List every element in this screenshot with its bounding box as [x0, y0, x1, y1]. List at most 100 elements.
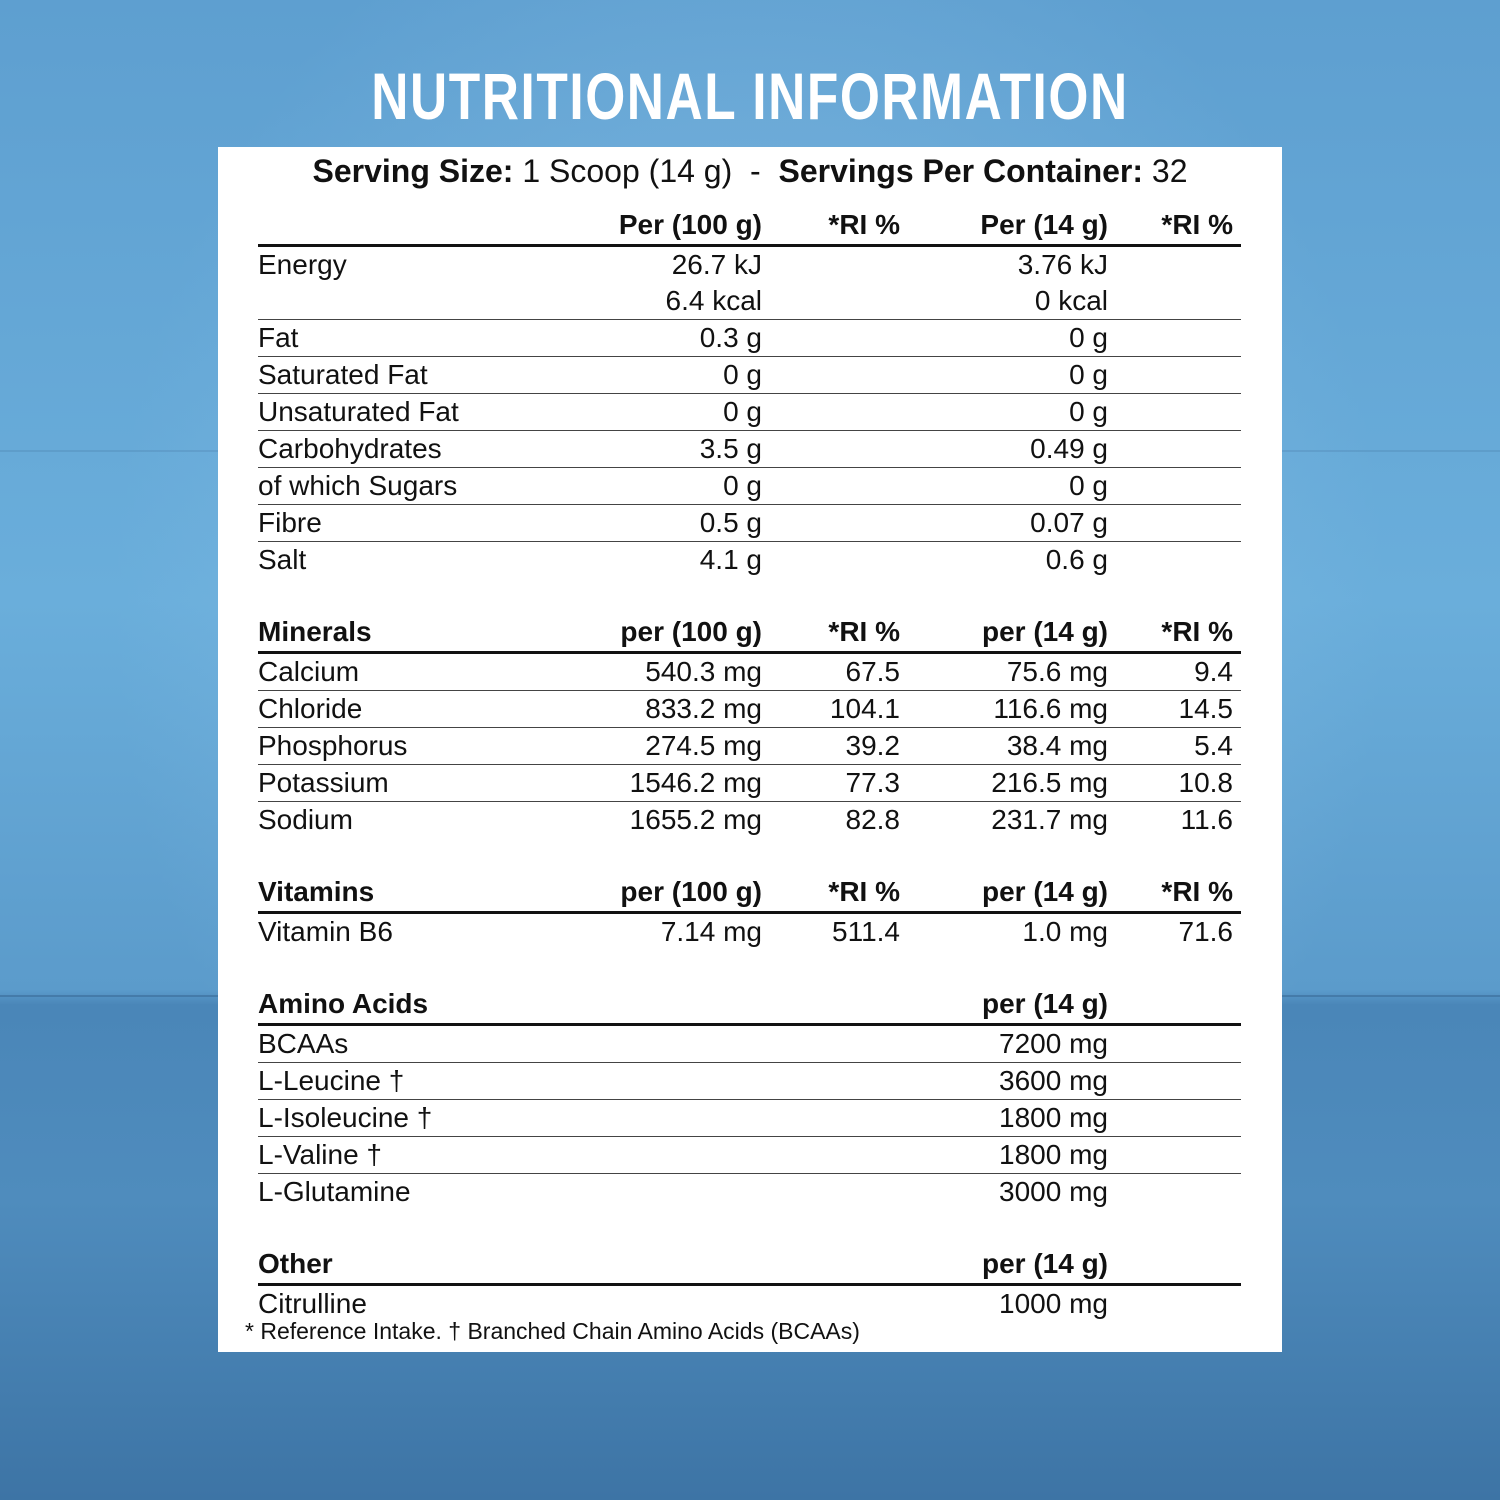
table-row: Chloride 833.2 mg 104.1 116.6 mg 14.5 [258, 691, 1241, 728]
cell-per-14g: 1800 mg [999, 1139, 1108, 1170]
header-per-100g: Per (100 g) [618, 209, 762, 240]
table-row: Calcium 540.3 mg 67.5 75.6 mg 9.4 [258, 654, 1241, 691]
cell-label: L-Leucine † [258, 1065, 405, 1096]
nutrition-panel [218, 147, 1282, 1352]
cell-per-100g: 0.5 g [699, 507, 762, 538]
table-row: Vitamin B6 7.14 mg 511.4 1.0 mg 71.6 [258, 914, 1241, 950]
header-label: Minerals [258, 616, 372, 647]
cell-label: L-Isoleucine † [258, 1102, 433, 1133]
cell-per-100g: 0.3 g [699, 322, 762, 353]
cell-per-100g-kcal: 6.4 kcal [665, 285, 763, 316]
cell-label: Energy [258, 249, 347, 280]
cell-ri-100g: 77.3 [845, 767, 901, 798]
cell-per-14g: 0 g [1069, 359, 1108, 390]
cell-ri-100g: 82.8 [845, 804, 901, 835]
header-ri-14g: *RI % [1161, 616, 1233, 647]
cell-per-14g: 231.7 mg [991, 804, 1108, 835]
cell-label: Fibre [258, 507, 322, 538]
header-per-14g: per (14 g) [981, 1248, 1108, 1279]
nutrition-table: Per (100 g) *RI % Per (14 g) *RI % Energy 26.… [258, 206, 1241, 1322]
cell-per-14g: 0.49 g [1030, 433, 1108, 464]
serving-separator: - [750, 153, 761, 189]
cell-per-100g: 3.5 g [699, 433, 762, 464]
table-row: L-Leucine † 3600 mg [258, 1063, 1241, 1100]
table-row: L-Valine † 1800 mg [258, 1137, 1241, 1174]
cell-ri-100g: 67.5 [845, 656, 901, 687]
table-row: Sodium 1655.2 mg 82.8 231.7 mg 11.6 [258, 802, 1241, 838]
cell-per-100g: 274.5 mg [645, 730, 762, 761]
header-ri-14g: *RI % [1161, 876, 1233, 907]
cell-label: Saturated Fat [258, 359, 428, 390]
header-per-100g: per (100 g) [620, 616, 762, 647]
table-row: Unsaturated Fat 0 g 0 g [258, 394, 1241, 431]
cell-ri-100g: 511.4 [832, 916, 900, 947]
cell-per-100g: 0 g [723, 396, 762, 427]
cell-label: Calcium [258, 656, 360, 687]
cell-per-100g: 7.14 mg [660, 916, 762, 947]
cell-per-14g: 75.6 mg [1006, 656, 1108, 687]
header-label: Vitamins [258, 876, 375, 907]
cell-label: of which Sugars [258, 470, 458, 501]
cell-label: Phosphorus [258, 730, 408, 761]
section-header-row: Other per (14 g) [258, 1245, 1241, 1286]
table-row: Potassium 1546.2 mg 77.3 216.5 mg 10.8 [258, 765, 1241, 802]
cell-label: Carbohydrates [258, 433, 442, 464]
cell-label: Potassium [258, 767, 389, 798]
cell-ri-14g: 5.4 [1194, 730, 1233, 761]
cell-per-14g: 1.0 mg [1022, 916, 1108, 947]
cell-per-100g: 1546.2 mg [629, 767, 762, 798]
cell-label: Fat [258, 322, 299, 353]
header-ri-100g: *RI % [828, 616, 900, 647]
cell-label: Chloride [258, 693, 363, 724]
table-row: Fat 0.3 g 0 g [258, 320, 1241, 357]
header-per-14g: per (14 g) [981, 616, 1108, 647]
table-row: Phosphorus 274.5 mg 39.2 38.4 mg 5.4 [258, 728, 1241, 765]
table-row: of which Sugars 0 g 0 g [258, 468, 1241, 505]
header-per-100g: per (100 g) [620, 876, 762, 907]
header-per-14g: Per (14 g) [980, 209, 1108, 240]
cell-per-14g-kcal: 0 kcal [1034, 285, 1108, 316]
cell-ri-14g: 11.6 [1180, 804, 1233, 835]
cell-ri-100g: 104.1 [829, 693, 900, 724]
cell-per-14g: 0 g [1069, 396, 1108, 427]
header-per-14g: per (14 g) [981, 988, 1108, 1019]
header-label: Amino Acids [258, 988, 429, 1019]
cell-per-14g: 0 g [1069, 322, 1108, 353]
cell-label: Salt [258, 544, 307, 575]
table-section: Amino Acids per (14 g) BCAAs 7200 mg L-Leuci… [258, 985, 1241, 1210]
cell-per-100g: 540.3 mg [645, 656, 762, 687]
cell-per-14g: 116.6 mg [993, 693, 1108, 724]
serving-size-label: Serving Size: [312, 153, 514, 189]
cell-label: L-Valine † [258, 1139, 383, 1170]
table-row: Salt 4.1 g 0.6 g [258, 542, 1241, 578]
section-header-row: Vitamins per (100 g) *RI % per (14 g) *RI % [258, 873, 1241, 914]
table-row: L-Isoleucine † 1800 mg [258, 1100, 1241, 1137]
header-per-14g: per (14 g) [981, 876, 1108, 907]
page-title: NUTRITIONAL INFORMATION [371, 59, 1129, 133]
cell-per-100g: 833.2 mg [645, 693, 762, 724]
table-section: Other per (14 g) Citrulline 1000 mg [258, 1245, 1241, 1322]
cell-per-100g: 0 g [723, 470, 762, 501]
serving-size-value: 1 Scoop (14 g) [522, 153, 733, 189]
cell-label: Unsaturated Fat [258, 396, 459, 427]
header-label: Other [258, 1248, 333, 1279]
header-ri-100g: *RI % [828, 876, 900, 907]
cell-per-14g: 0 g [1069, 470, 1108, 501]
section-header-row: Per (100 g) *RI % Per (14 g) *RI % [258, 206, 1241, 247]
table-section: Minerals per (100 g) *RI % per (14 g) *RI % C… [258, 613, 1241, 838]
header-ri-100g: *RI % [828, 209, 900, 240]
cell-ri-14g: 71.6 [1178, 916, 1234, 947]
cell-per-14g: 1800 mg [999, 1102, 1108, 1133]
cell-per-14g: 38.4 mg [1006, 730, 1108, 761]
cell-label: BCAAs [258, 1028, 349, 1059]
cell-ri-100g: 39.2 [845, 730, 901, 761]
cell-per-100g: 4.1 g [699, 544, 762, 575]
section-header-row: Minerals per (100 g) *RI % per (14 g) *RI % [258, 613, 1241, 654]
footnote: * Reference Intake. † Branched Chain Ami… [245, 1318, 860, 1344]
cell-per-100g: 26.7 kJ [671, 249, 762, 280]
cell-per-14g: 7200 mg [999, 1028, 1108, 1059]
cell-per-14g: 1000 mg [999, 1288, 1108, 1319]
table-row: Carbohydrates 3.5 g 0.49 g [258, 431, 1241, 468]
table-row: Citrulline 1000 mg [258, 1286, 1241, 1322]
cell-per-14g: 3.76 kJ [1017, 249, 1108, 280]
